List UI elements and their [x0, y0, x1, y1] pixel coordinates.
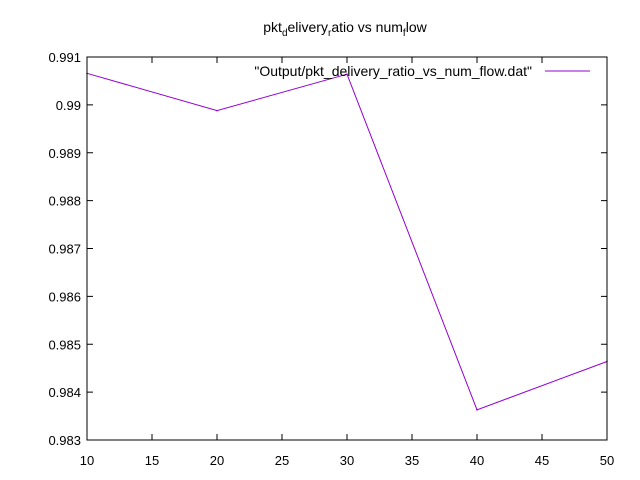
data-point — [346, 73, 348, 76]
x-tick-label: 35 — [405, 453, 419, 468]
data-point — [476, 409, 478, 411]
x-tick-label: 10 — [80, 453, 94, 468]
x-tick-label: 25 — [275, 453, 289, 468]
y-tick-label: 0.991 — [48, 50, 81, 65]
title-part: low — [406, 19, 428, 35]
title-subscript: r — [328, 28, 332, 39]
chart-title: pktdeliveryratio vs numflow — [263, 19, 427, 39]
y-tick-label: 0.983 — [48, 433, 81, 448]
x-tick-label: 40 — [470, 453, 484, 468]
legend-label: "Output/pkt_delivery_ratio_vs_num_flow.d… — [254, 63, 532, 79]
y-tick-label: 0.984 — [48, 385, 81, 400]
y-tick-label: 0.985 — [48, 337, 81, 352]
legend: "Output/pkt_delivery_ratio_vs_num_flow.d… — [254, 63, 590, 79]
y-tick-label: 0.989 — [48, 146, 81, 161]
ticks-layer: 0.983 0.984 0.985 0.986 0.987 0.988 0.989 0.99 0… — [48, 50, 614, 468]
title-part: elivery — [288, 19, 328, 35]
y-tick-label: 0.987 — [48, 242, 81, 257]
x-tick-label: 45 — [535, 453, 549, 468]
x-tick-label: 30 — [340, 453, 354, 468]
title-part: pkt — [263, 19, 282, 35]
plot-border — [86, 56, 608, 441]
x-tick-label: 15 — [145, 453, 159, 468]
x-tick-label: 50 — [600, 453, 614, 468]
title-subscript: f — [403, 28, 406, 39]
y-tick-label: 0.99 — [56, 98, 81, 113]
y-tick-label: 0.986 — [48, 289, 81, 304]
y-tick-label: 0.988 — [48, 194, 81, 209]
data-point — [216, 109, 218, 112]
title-subscript: d — [282, 28, 288, 39]
x-tick-label: 20 — [210, 453, 224, 468]
title-part: atio vs num — [331, 19, 403, 35]
